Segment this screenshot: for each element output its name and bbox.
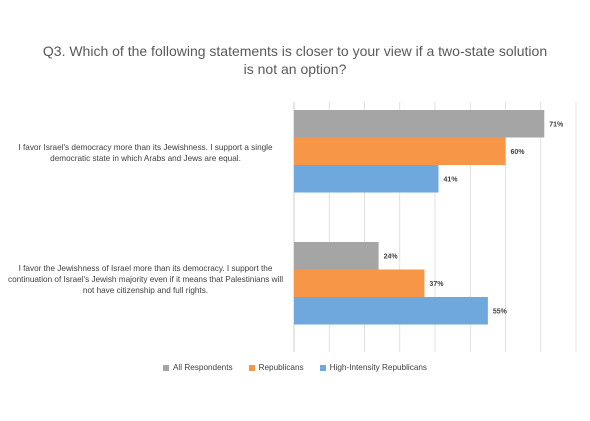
chart-title: Q3. Which of the following statements is…: [42, 43, 548, 77]
data-label: 71%: [549, 121, 564, 128]
bar-2-high-intensity-republicans: [294, 297, 488, 325]
category-label-democracy: I favor Israel's democracy more than its…: [18, 143, 273, 163]
legend-swatch-republicans: [248, 364, 255, 371]
bar-2-all-respondents: [294, 242, 379, 270]
data-label: 41%: [444, 176, 459, 183]
data-label: 60%: [511, 149, 526, 156]
data-label: 37%: [429, 281, 444, 288]
bar-2-republicans: [294, 269, 425, 297]
category-label-jewishness: I favor the Jewishness of Israel more th…: [7, 264, 284, 295]
legend-item-republicans: Republicans: [248, 363, 304, 372]
legend-item-all-respondents: All Respondents: [162, 363, 233, 372]
legend-swatch-high-intensity-republicans: [319, 364, 326, 371]
data-label: 55%: [493, 308, 508, 315]
legend-label-republicans: Republicans: [258, 363, 304, 372]
data-label: 24%: [384, 253, 399, 260]
legend-item-high-intensity-republicans: High-Intensity Republicans: [319, 363, 428, 372]
legend-swatch-all-respondents: [162, 364, 169, 371]
legend-label-all-respondents: All Respondents: [172, 363, 233, 372]
bar-1-republicans: [294, 137, 506, 165]
bar-1-high-intensity-republicans: [294, 165, 439, 193]
chart-legend: All Respondents Republicans High-Intensi…: [0, 363, 590, 372]
bar-1-all-respondents: [294, 110, 545, 138]
legend-label-high-intensity-republicans: High-Intensity Republicans: [329, 363, 428, 372]
